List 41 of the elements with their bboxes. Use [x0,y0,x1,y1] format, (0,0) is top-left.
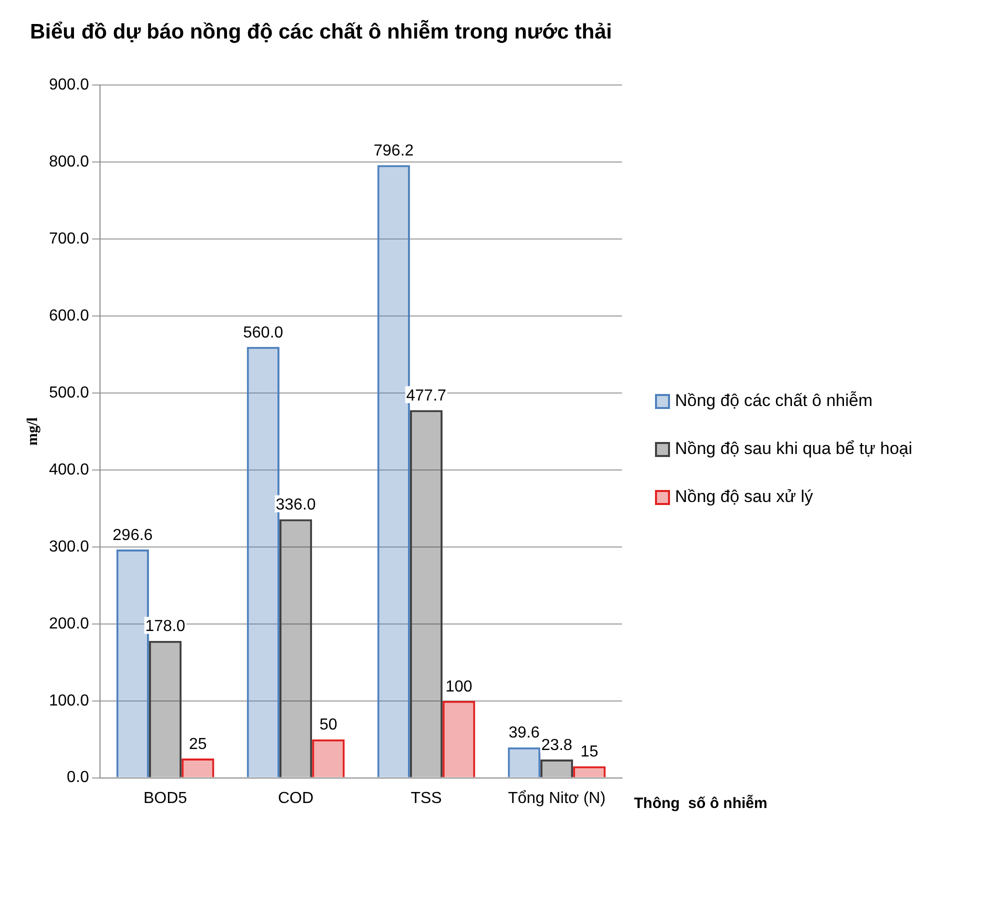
y-tick-label: 300.0 [48,538,90,556]
bar [573,766,606,778]
legend-label: Nồng độ các chất ô nhiễm [675,390,873,412]
data-label: 336.0 [276,496,316,514]
bar [540,759,574,778]
bar [410,410,443,778]
y-tick-label: 100.0 [48,692,90,710]
y-tick-label: 700.0 [48,230,90,248]
bar [442,700,476,778]
y-tick-label: 900.0 [48,76,90,94]
data-label: 15 [580,744,598,761]
data-label: 50 [320,716,338,734]
y-tick-label: 200.0 [48,615,90,632]
y-tick-label: 400.0 [48,461,90,478]
data-label: 39.6 [508,724,540,742]
bar [182,758,214,778]
bar [312,739,345,778]
data-label: 296.6 [112,526,153,544]
y-tick-label: 500.0 [48,384,90,402]
data-label: 100 [446,678,472,696]
data-label: 178.0 [145,618,186,636]
x-axis-title: Thông số ô nhiễm [634,794,768,812]
data-label: 796.2 [374,142,414,160]
bar [508,747,540,778]
y-tick-label: 0.0 [66,769,90,786]
y-tick-label: 800.0 [48,154,90,171]
data-label: 560.0 [243,324,284,342]
y-tick-label: 600.0 [48,307,90,324]
x-tick-label: Tổng Nitơ (N) [508,790,606,807]
chart-title: Biểu đồ dự báo nồng độ các chất ô nhiễm trong nước thải [30,19,612,44]
bar [148,640,182,778]
legend-label: Nồng độ sau khi qua bể tự hoại [675,438,912,460]
x-tick-label: BOD5 [143,790,188,807]
bar [279,519,312,778]
data-label: 25 [189,736,207,753]
legend-label: Nồng độ sau xử lý [675,486,814,508]
data-label: 477.7 [406,388,446,405]
data-label: 23.8 [541,736,572,754]
x-tick-label: TSS [410,790,442,807]
x-tick-label: COD [278,790,314,807]
y-axis-title: mg/l [24,417,41,446]
